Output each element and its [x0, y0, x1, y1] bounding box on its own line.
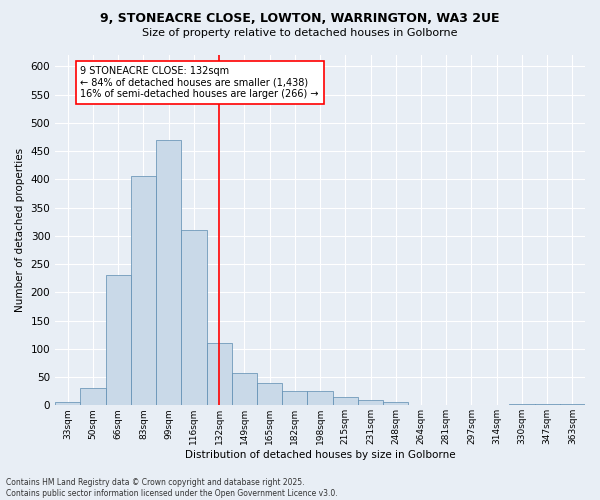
Bar	[156, 140, 181, 406]
Bar	[55, 402, 80, 406]
Bar	[131, 176, 156, 406]
Bar	[307, 391, 332, 406]
Text: Contains HM Land Registry data © Crown copyright and database right 2025.
Contai: Contains HM Land Registry data © Crown c…	[6, 478, 338, 498]
Bar	[509, 404, 535, 406]
Bar	[80, 388, 106, 406]
Bar	[181, 230, 206, 406]
Bar	[257, 382, 282, 406]
Bar	[206, 343, 232, 406]
Text: 9 STONEACRE CLOSE: 132sqm
← 84% of detached houses are smaller (1,438)
16% of se: 9 STONEACRE CLOSE: 132sqm ← 84% of detac…	[80, 66, 319, 100]
Text: Size of property relative to detached houses in Golborne: Size of property relative to detached ho…	[142, 28, 458, 38]
Bar	[232, 373, 257, 406]
Bar	[358, 400, 383, 406]
Bar	[383, 402, 409, 406]
Bar	[332, 398, 358, 406]
X-axis label: Distribution of detached houses by size in Golborne: Distribution of detached houses by size …	[185, 450, 455, 460]
Bar	[535, 404, 560, 406]
Bar	[560, 404, 585, 406]
Text: 9, STONEACRE CLOSE, LOWTON, WARRINGTON, WA3 2UE: 9, STONEACRE CLOSE, LOWTON, WARRINGTON, …	[100, 12, 500, 26]
Bar	[282, 391, 307, 406]
Bar	[106, 276, 131, 406]
Y-axis label: Number of detached properties: Number of detached properties	[15, 148, 25, 312]
